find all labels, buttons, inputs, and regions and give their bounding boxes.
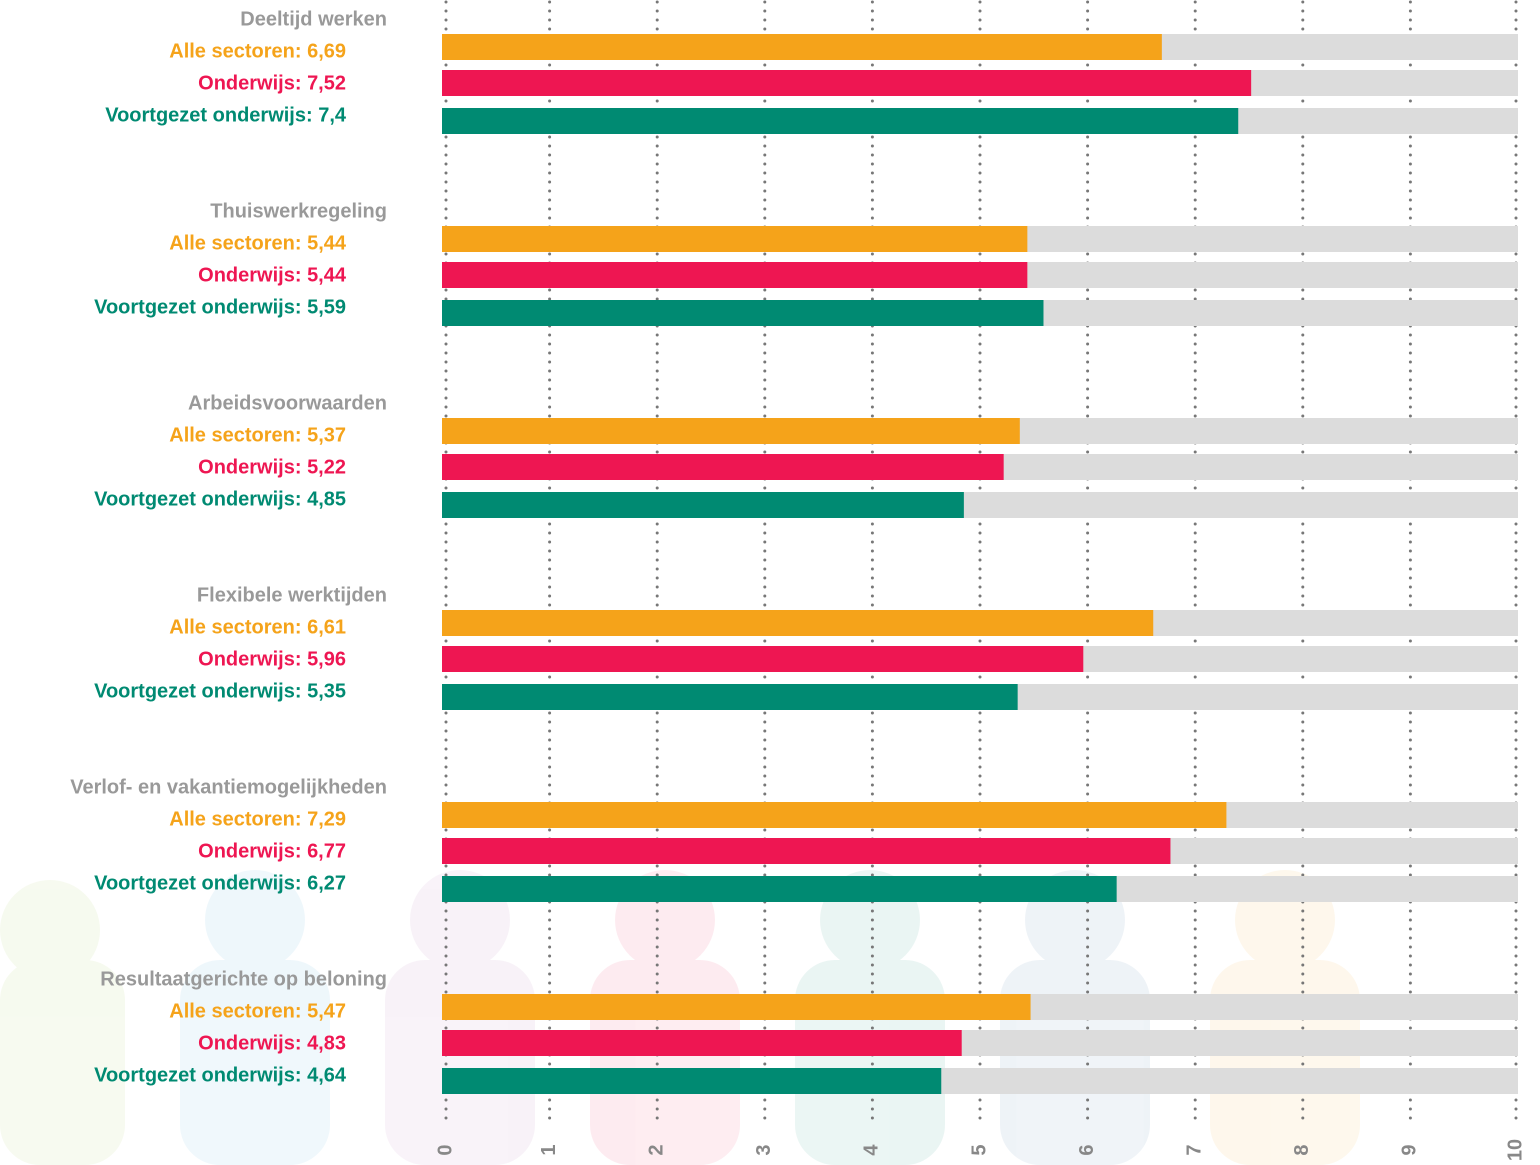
x-tick-label: 7 [1183, 1144, 1205, 1155]
value-label: Alle sectoren: 6,69 [169, 40, 346, 62]
value-label: Onderwijs: 5,96 [198, 648, 346, 670]
x-tick-label: 6 [1076, 1144, 1098, 1155]
bar [442, 684, 1018, 710]
value-label: Voortgezet onderwijs: 5,35 [94, 680, 346, 702]
bar [442, 802, 1227, 828]
value-label: Onderwijs: 7,52 [198, 72, 346, 94]
value-label: Voortgezet onderwijs: 5,59 [94, 296, 346, 318]
value-label: Voortgezet onderwijs: 7,4 [105, 104, 347, 126]
value-label: Alle sectoren: 5,47 [169, 1000, 346, 1022]
bar [442, 610, 1154, 636]
category-label: Resultaatgerichte op beloning [100, 968, 387, 990]
value-label: Voortgezet onderwijs: 4,64 [94, 1064, 347, 1086]
value-label: Alle sectoren: 7,29 [169, 808, 346, 830]
value-label: Voortgezet onderwijs: 6,27 [94, 872, 346, 894]
value-label: Onderwijs: 6,77 [198, 840, 346, 862]
category-label: Flexibele werktijden [197, 584, 387, 606]
value-label: Alle sectoren: 5,37 [169, 424, 346, 446]
value-label: Onderwijs: 5,22 [198, 456, 346, 478]
value-label: Onderwijs: 4,83 [198, 1032, 346, 1054]
x-tick-label: 2 [645, 1144, 667, 1155]
x-tick-label: 9 [1399, 1144, 1421, 1155]
bar [442, 262, 1028, 288]
x-tick-label: 8 [1291, 1144, 1313, 1155]
bar [442, 226, 1028, 252]
bar [442, 454, 1004, 480]
x-tick-label: 1 [538, 1144, 560, 1155]
x-tick-label: 5 [968, 1144, 990, 1155]
bar [442, 34, 1162, 60]
category-label: Arbeidsvoorwaarden [188, 392, 387, 414]
value-label: Voortgezet onderwijs: 4,85 [94, 488, 346, 510]
bar [442, 492, 964, 518]
category-label: Thuiswerkregeling [210, 200, 387, 222]
bar [442, 108, 1239, 134]
bar [442, 418, 1020, 444]
bar [442, 994, 1031, 1020]
x-tick-label: 0 [434, 1144, 456, 1155]
category-label: Deeltijd werken [240, 8, 387, 30]
bar [442, 1068, 942, 1094]
bar [442, 70, 1252, 96]
bar [442, 646, 1084, 672]
value-label: Alle sectoren: 5,44 [169, 232, 347, 254]
bar [442, 1030, 962, 1056]
value-label: Alle sectoren: 6,61 [169, 616, 346, 638]
bar [442, 838, 1171, 864]
category-label: Verlof- en vakantiemogelijkheden [70, 776, 387, 798]
value-label: Onderwijs: 5,44 [198, 264, 347, 286]
bar [442, 876, 1117, 902]
x-tick-label: 10 [1504, 1139, 1526, 1161]
x-tick-label: 3 [753, 1144, 775, 1155]
x-tick-label: 4 [861, 1144, 883, 1156]
bar [442, 300, 1044, 326]
